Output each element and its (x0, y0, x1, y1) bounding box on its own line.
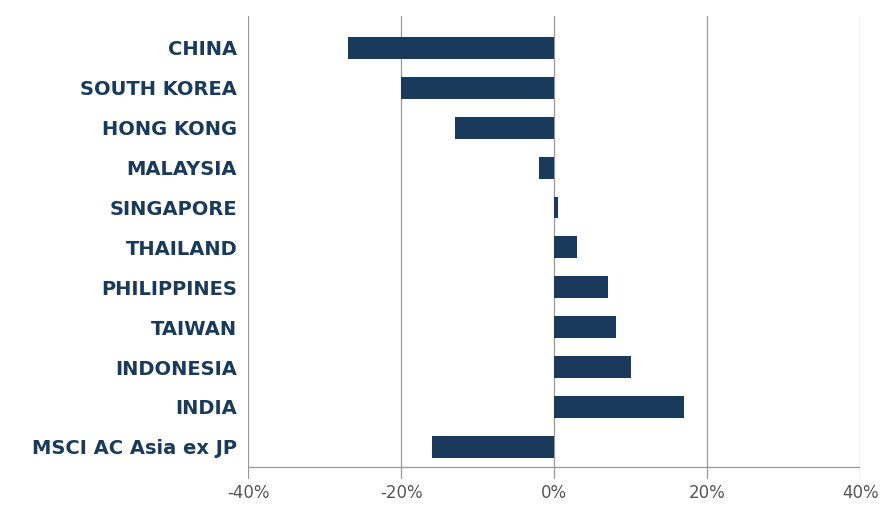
Bar (554, 196, 557, 219)
Bar (554, 276, 607, 298)
Bar (554, 316, 615, 338)
Bar (554, 356, 630, 378)
Bar (347, 37, 554, 59)
Bar (539, 156, 554, 179)
Bar (554, 396, 684, 418)
Bar (554, 236, 577, 259)
Bar (400, 77, 554, 99)
Bar (431, 436, 554, 458)
Bar (455, 117, 554, 139)
